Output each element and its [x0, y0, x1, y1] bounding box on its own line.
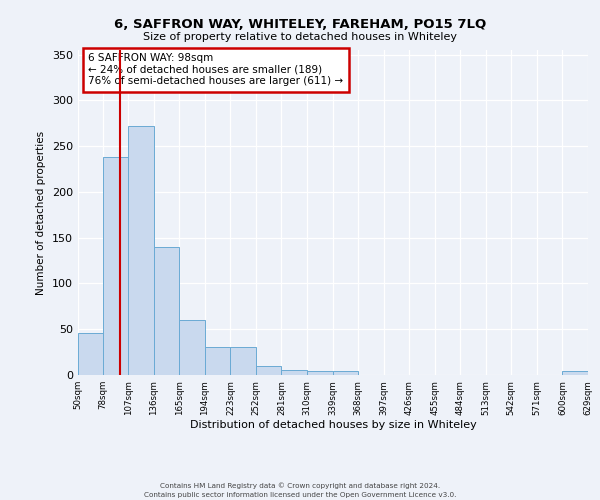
Bar — [332, 372, 358, 375]
Bar — [103, 157, 128, 375]
Y-axis label: Number of detached properties: Number of detached properties — [37, 130, 46, 294]
Text: 6 SAFFRON WAY: 98sqm
← 24% of detached houses are smaller (189)
76% of semi-deta: 6 SAFFRON WAY: 98sqm ← 24% of detached h… — [88, 53, 343, 86]
Bar — [230, 346, 256, 375]
Bar — [179, 320, 205, 375]
Bar — [78, 333, 104, 375]
Bar — [128, 126, 154, 375]
Bar — [562, 372, 588, 375]
Bar — [154, 247, 179, 375]
Bar — [256, 366, 281, 375]
Bar — [205, 346, 230, 375]
Text: Contains HM Land Registry data © Crown copyright and database right 2024.: Contains HM Land Registry data © Crown c… — [160, 482, 440, 489]
Bar — [281, 370, 307, 375]
Text: 6, SAFFRON WAY, WHITELEY, FAREHAM, PO15 7LQ: 6, SAFFRON WAY, WHITELEY, FAREHAM, PO15 … — [114, 18, 486, 30]
X-axis label: Distribution of detached houses by size in Whiteley: Distribution of detached houses by size … — [190, 420, 476, 430]
Bar — [307, 372, 332, 375]
Text: Size of property relative to detached houses in Whiteley: Size of property relative to detached ho… — [143, 32, 457, 42]
Text: Contains public sector information licensed under the Open Government Licence v3: Contains public sector information licen… — [144, 492, 456, 498]
